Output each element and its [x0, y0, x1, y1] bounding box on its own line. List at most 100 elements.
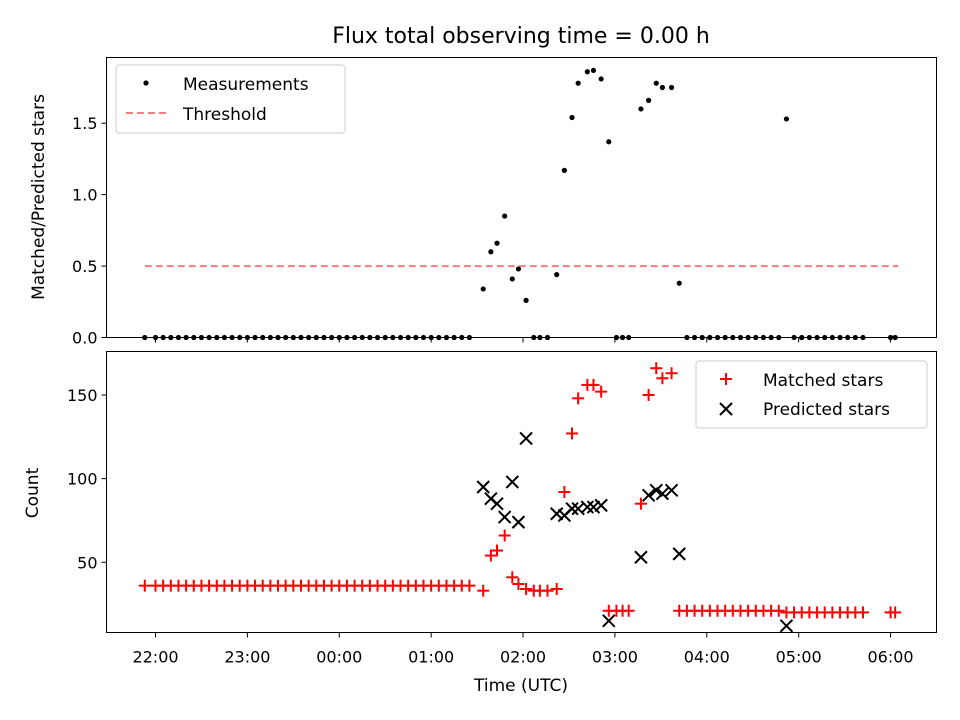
predicted-point [672, 547, 686, 561]
y-tick-label: 1.5 [72, 114, 97, 133]
bottom-legend: Matched stars Predicted stars [695, 360, 928, 429]
x-tick-label: 00:00 [316, 648, 362, 667]
data-point [569, 114, 575, 121]
matched-point [889, 606, 902, 619]
y-tick-label: 0.0 [72, 329, 97, 348]
matched-point [642, 388, 655, 401]
matched-point [856, 606, 869, 619]
top-legend: Measurements Threshold [115, 64, 346, 134]
data-point [523, 297, 529, 303]
data-point [561, 167, 567, 173]
data-point [638, 106, 644, 112]
matched-point [656, 372, 669, 385]
chart-title: Flux total observing time = 0.00 h [332, 24, 710, 49]
matched-point [484, 549, 497, 562]
predicted-point [511, 515, 526, 529]
y-tick-label: 50 [77, 553, 97, 572]
data-point [659, 84, 665, 91]
matched-stars-series [138, 362, 902, 619]
x-tick-label: 05:00 [776, 648, 822, 667]
data-point [676, 280, 682, 286]
predicted-point [594, 498, 608, 513]
data-point [783, 116, 790, 122]
matched-point [587, 378, 600, 391]
y-tick-label: 150 [67, 386, 98, 405]
data-point [668, 84, 675, 91]
top-axes-frame [106, 57, 937, 338]
matched-point [490, 544, 503, 557]
data-point [590, 67, 597, 73]
data-point [494, 240, 500, 246]
data-point [502, 213, 508, 219]
x-tick-label: 23:00 [224, 648, 270, 667]
top-panel: Flux total observing time = 0.00 h Match… [29, 24, 937, 348]
data-point [554, 272, 560, 278]
x-tick-label: 06:00 [868, 648, 914, 667]
x-tick-label: 04:00 [684, 648, 730, 667]
predicted-point [641, 488, 656, 503]
matched-point [622, 604, 635, 617]
predicted-point [779, 619, 794, 633]
predicted-stars-series [476, 431, 794, 633]
data-point [488, 249, 494, 255]
legend-label-predicted: Predicted stars [763, 400, 890, 420]
matched-point [520, 583, 533, 596]
data-point [575, 80, 581, 86]
data-point [515, 266, 522, 272]
data-point [646, 97, 652, 103]
bottom-xlabel: Time (UTC) [473, 676, 568, 696]
measurements-series [142, 67, 898, 341]
bottom-y-ticks: 50 100 150 [67, 386, 107, 572]
y-tick-label: 0.5 [72, 257, 97, 276]
predicted-point [490, 497, 504, 511]
predicted-point [476, 480, 490, 494]
data-point [509, 276, 515, 282]
x-tick-label: 03:00 [592, 648, 638, 667]
matched-point [650, 362, 663, 375]
bottom-panel: Count Time (UTC) 50 100 150 22:00 23:00 00:0… [23, 351, 937, 696]
predicted-point [664, 483, 679, 498]
matched-point [572, 392, 585, 405]
bottom-ylabel: Count [23, 467, 43, 518]
matched-point [463, 579, 476, 592]
legend-marker-predicted [719, 402, 733, 416]
matched-point [498, 529, 511, 542]
predicted-point [519, 431, 533, 446]
predicted-point [649, 483, 663, 498]
y-tick-label: 1.0 [72, 186, 97, 205]
predicted-point [505, 475, 520, 489]
top-x-ticks [155, 337, 892, 343]
legend-marker-matched [720, 373, 732, 385]
data-point [598, 76, 604, 82]
y-tick-label: 100 [67, 470, 98, 489]
x-tick-label: 22:00 [132, 648, 178, 667]
legend-label-matched: Matched stars [763, 371, 883, 391]
matched-point [595, 385, 608, 398]
predicted-point [565, 502, 579, 516]
predicted-point [655, 486, 670, 501]
matched-point [550, 583, 563, 596]
data-point [606, 139, 612, 145]
x-tick-label: 02:00 [500, 648, 546, 667]
data-point [653, 80, 659, 86]
matched-point [634, 497, 647, 510]
bottom-x-ticks: 22:00 23:00 00:00 01:00 02:00 03:00 04:00 05:00… [132, 632, 914, 667]
predicted-point [497, 510, 512, 524]
matched-point [541, 584, 554, 597]
matched-point [566, 427, 579, 440]
predicted-point [634, 550, 648, 564]
legend-label-measurements: Measurements [183, 75, 309, 95]
data-point [480, 286, 486, 292]
legend-label-threshold: Threshold [182, 105, 267, 125]
matched-point [138, 579, 151, 592]
matched-point [665, 367, 678, 380]
top-ylabel: Matched/Predicted stars [29, 94, 49, 300]
matched-point [558, 486, 571, 498]
data-point [584, 69, 590, 75]
matched-point [512, 577, 525, 590]
x-tick-label: 01:00 [408, 648, 454, 667]
matched-point [477, 584, 490, 597]
predicted-point [602, 614, 616, 628]
predicted-point [580, 500, 595, 514]
